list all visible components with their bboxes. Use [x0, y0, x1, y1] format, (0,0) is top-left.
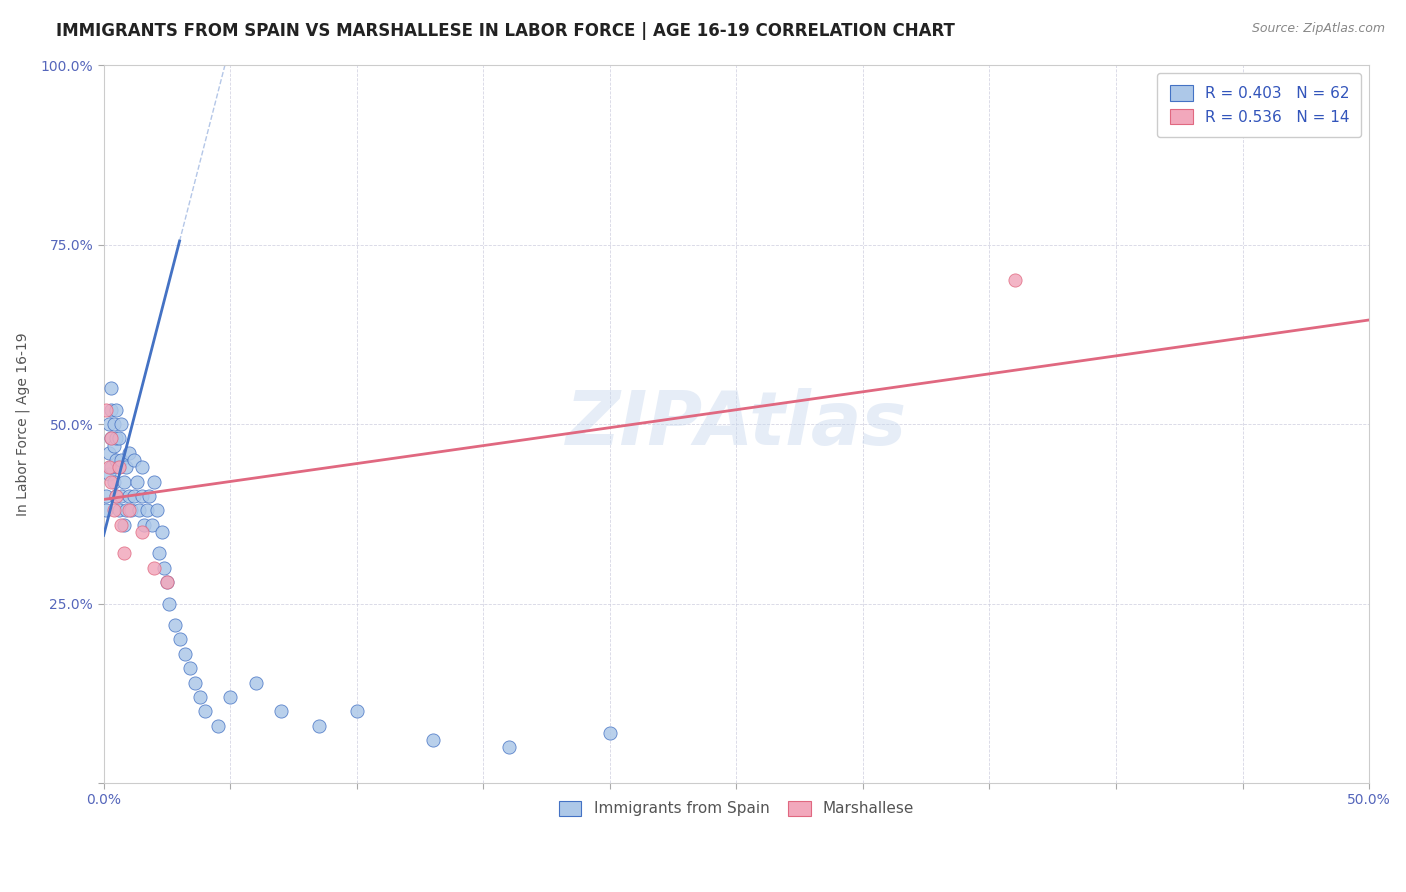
Point	[103, 439, 125, 453]
Point	[112, 517, 135, 532]
Point	[96, 402, 118, 417]
Point	[103, 475, 125, 489]
Point	[108, 460, 131, 475]
Point	[100, 381, 122, 395]
Point	[156, 574, 179, 589]
Point	[135, 503, 157, 517]
Point	[110, 417, 132, 431]
Point	[110, 489, 132, 503]
Point	[128, 503, 150, 517]
Point	[131, 524, 153, 539]
Point	[112, 546, 135, 560]
Point	[97, 467, 120, 482]
Legend: Immigrants from Spain, Marshallese: Immigrants from Spain, Marshallese	[550, 791, 924, 826]
Point	[110, 453, 132, 467]
Point	[100, 475, 122, 489]
Point	[108, 460, 131, 475]
Point	[219, 690, 242, 704]
Point	[108, 432, 131, 446]
Point	[169, 632, 191, 647]
Text: IMMIGRANTS FROM SPAIN VS MARSHALLESE IN LABOR FORCE | AGE 16-19 CORRELATION CHAR: IMMIGRANTS FROM SPAIN VS MARSHALLESE IN …	[56, 22, 955, 40]
Point	[163, 618, 186, 632]
Point	[100, 402, 122, 417]
Point	[184, 675, 207, 690]
Point	[105, 489, 128, 503]
Point	[134, 517, 156, 532]
Point	[599, 726, 621, 740]
Point	[97, 460, 120, 475]
Point	[96, 503, 118, 517]
Point	[105, 453, 128, 467]
Point	[194, 704, 217, 718]
Point	[97, 446, 120, 460]
Point	[103, 417, 125, 431]
Point	[138, 489, 160, 503]
Point	[100, 432, 122, 446]
Point	[131, 489, 153, 503]
Point	[115, 460, 138, 475]
Point	[308, 718, 330, 732]
Point	[100, 460, 122, 475]
Point	[188, 690, 211, 704]
Point	[108, 503, 131, 517]
Point	[146, 503, 169, 517]
Point	[498, 740, 520, 755]
Text: ZIPAtlas: ZIPAtlas	[565, 387, 907, 460]
Point	[207, 718, 229, 732]
Point	[103, 503, 125, 517]
Point	[112, 475, 135, 489]
Point	[156, 574, 179, 589]
Point	[110, 517, 132, 532]
Point	[173, 647, 195, 661]
Point	[122, 489, 145, 503]
Point	[422, 733, 444, 747]
Point	[179, 661, 201, 675]
Point	[148, 546, 170, 560]
Point	[100, 432, 122, 446]
Point	[153, 560, 176, 574]
Point	[245, 675, 267, 690]
Point	[159, 597, 181, 611]
Text: Source: ZipAtlas.com: Source: ZipAtlas.com	[1251, 22, 1385, 36]
Point	[346, 704, 368, 718]
Point	[115, 503, 138, 517]
Point	[143, 475, 166, 489]
Point	[105, 402, 128, 417]
Point	[122, 453, 145, 467]
Point	[141, 517, 163, 532]
Point	[105, 489, 128, 503]
Point	[125, 475, 148, 489]
Point	[97, 417, 120, 431]
Point	[131, 460, 153, 475]
Point	[118, 503, 141, 517]
Y-axis label: In Labor Force | Age 16-19: In Labor Force | Age 16-19	[15, 332, 30, 516]
Point	[1004, 273, 1026, 287]
Point	[150, 524, 173, 539]
Point	[118, 446, 141, 460]
Point	[121, 503, 143, 517]
Point	[96, 489, 118, 503]
Point	[105, 432, 128, 446]
Point	[270, 704, 292, 718]
Point	[118, 489, 141, 503]
Point	[143, 560, 166, 574]
